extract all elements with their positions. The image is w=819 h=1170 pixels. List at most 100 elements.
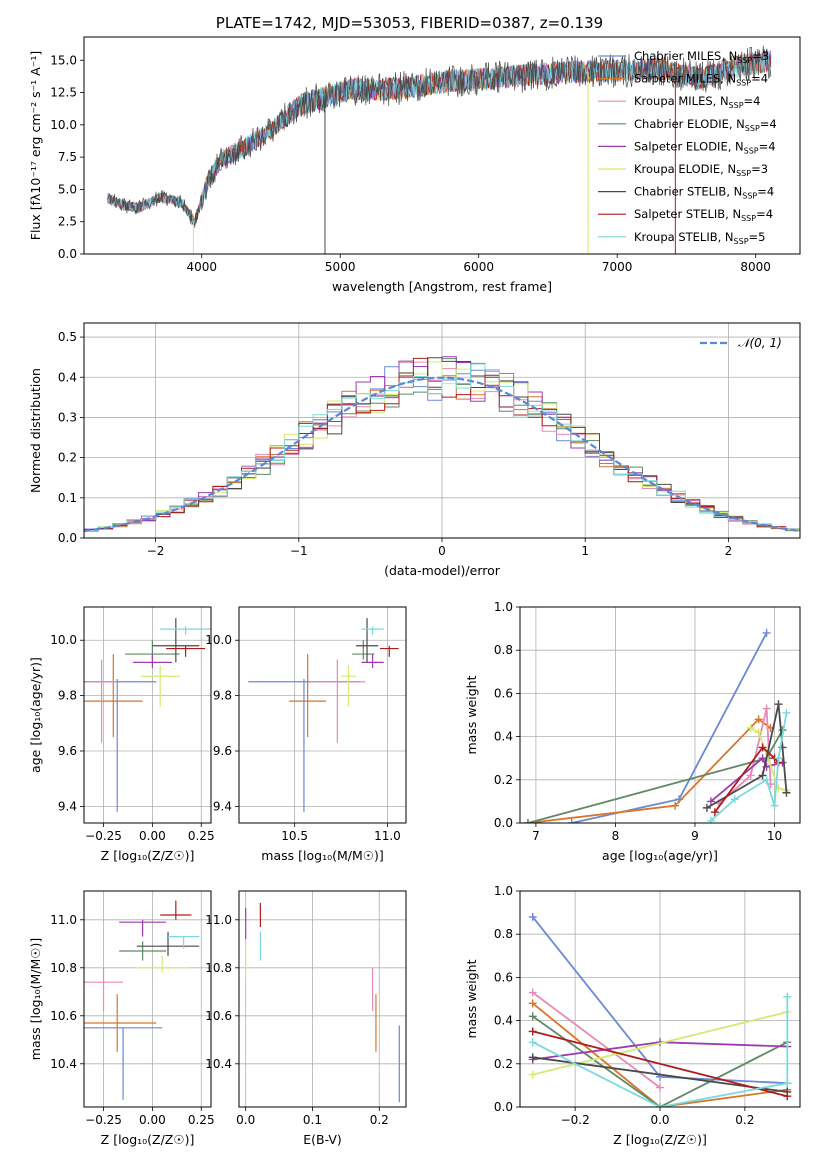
x-axis-label: Z [log₁₀(Z/Z☉)] bbox=[101, 1132, 195, 1147]
errorbar-kroupa-stelib bbox=[160, 626, 211, 635]
y-tick-label: 10.8 bbox=[50, 961, 77, 975]
marker bbox=[671, 801, 680, 810]
errorbar-salpeter-elodie bbox=[132, 654, 172, 668]
legend-label-text: Chabrier STELIB, N bbox=[634, 185, 742, 199]
marker bbox=[774, 754, 783, 763]
errorbar-chabrier-stelib bbox=[152, 618, 200, 663]
y-tick-label: 0.2 bbox=[494, 773, 513, 787]
x-tick-label: 10.5 bbox=[281, 829, 308, 843]
legend-label-tail: =4 bbox=[756, 207, 773, 221]
y-tick-label: 1.0 bbox=[494, 884, 513, 898]
y-tick-label: 9.4 bbox=[213, 799, 232, 813]
y-tick-label: 0.4 bbox=[494, 1014, 513, 1028]
x-tick-label: 5000 bbox=[325, 260, 356, 274]
legend-label-text: Chabrier ELODIE, N bbox=[634, 117, 745, 131]
series-line bbox=[527, 729, 784, 823]
series-kroupa-miles bbox=[528, 988, 664, 1092]
y-tick-label: 0.2 bbox=[58, 451, 77, 465]
marker bbox=[746, 723, 755, 732]
errorbar-chabrier-stelib bbox=[136, 931, 200, 956]
legend-label-sub: SSP bbox=[737, 56, 752, 65]
panel-age-vs-mass: 10.5 11.0 9.4 9.6 9.8 10.0 mass [log₁₀(M/M☉)] bbox=[205, 606, 407, 863]
axes-frame bbox=[83, 322, 801, 539]
marker bbox=[762, 628, 771, 637]
x-tick-label: 0.0 bbox=[236, 1113, 255, 1127]
series-line bbox=[527, 718, 772, 823]
x-tick-label: 0 bbox=[438, 544, 446, 558]
y-axis-label: Normed distribution bbox=[28, 368, 43, 493]
legend-label-text: Salpeter MILES, N bbox=[634, 72, 736, 86]
panel-mass-weight-vs-Z: −0.2 0.0 0.2 0.0 0.2 0.4 0.6 0.8 1.0 Z [log₁₀(Z/Z… bbox=[464, 884, 801, 1147]
errorbar-salpeter-stelib bbox=[160, 900, 192, 920]
legend-label-sub: SSP bbox=[734, 237, 749, 246]
y-tick-label: 10.6 bbox=[50, 1009, 77, 1023]
errorbar-kroupa-elodie bbox=[140, 665, 180, 707]
y-tick-label: 0.0 bbox=[494, 1100, 513, 1114]
errorbar-chabrier-elodie bbox=[119, 941, 167, 961]
legend-item: Kroupa MILES, NSSP=4 bbox=[598, 94, 760, 110]
y-tick-label: 10.4 bbox=[50, 1057, 77, 1071]
legend-item: Chabrier ELODIE, NSSP=4 bbox=[598, 117, 777, 133]
errorbar-kroupa-miles bbox=[309, 659, 366, 743]
errorbar-kroupa-miles bbox=[84, 967, 124, 1011]
legend-label-tail: =3 bbox=[752, 49, 769, 63]
plot-area bbox=[84, 900, 200, 1100]
y-tick-label: 11.0 bbox=[205, 913, 232, 927]
legend-label: Kroupa MILES, NSSP=4 bbox=[634, 94, 760, 110]
plot-area bbox=[107, 45, 772, 254]
plot-area bbox=[84, 356, 800, 534]
x-tick-label: 8000 bbox=[740, 260, 771, 274]
marker bbox=[706, 816, 715, 823]
series-chabrier-miles bbox=[567, 628, 771, 823]
x-axis-label: Z [log₁₀(Z/Z☉)] bbox=[101, 848, 195, 863]
marker bbox=[656, 1083, 664, 1092]
x-tick-label: −2 bbox=[147, 544, 165, 558]
axes-frame bbox=[238, 890, 407, 1108]
legend-label-tail: =4 bbox=[744, 94, 761, 108]
axes-frame bbox=[83, 606, 212, 824]
legend-label-text: Salpeter STELIB, N bbox=[634, 207, 741, 221]
errorbar-chabrier-elodie bbox=[352, 640, 375, 660]
y-tick-label: 0.4 bbox=[58, 370, 77, 384]
x-tick-label: −0.25 bbox=[85, 1113, 122, 1127]
marker bbox=[762, 704, 771, 713]
y-axis-label: age [log₁₀(age/yr)] bbox=[28, 657, 43, 773]
x-tick-label: 6000 bbox=[463, 260, 494, 274]
legend-label-tail: =4 bbox=[757, 185, 774, 199]
marker bbox=[528, 1027, 537, 1036]
series-line bbox=[710, 712, 788, 822]
legend-label-text: Salpeter ELODIE, N bbox=[634, 139, 744, 153]
x-axis-label: wavelength [Angstrom, rest frame] bbox=[332, 279, 552, 294]
spectrum-line bbox=[107, 45, 772, 228]
legend-item: Salpeter STELIB, NSSP=4 bbox=[598, 207, 773, 223]
errorbar-salpeter-elodie bbox=[361, 654, 384, 668]
legend-item: Chabrier STELIB, NSSP=4 bbox=[598, 185, 774, 201]
axes-frame bbox=[519, 606, 801, 824]
legend-item: Salpeter ELODIE, NSSP=4 bbox=[598, 139, 776, 155]
marker bbox=[528, 988, 537, 997]
legend-label-text: Chabrier MILES, N bbox=[634, 49, 737, 63]
x-axis-label: E(B-V) bbox=[303, 1132, 342, 1147]
legend-label-tail: =4 bbox=[760, 117, 777, 131]
y-tick-label: 0.5 bbox=[58, 330, 77, 344]
legend-label: Kroupa STELIB, NSSP=5 bbox=[634, 230, 765, 246]
x-tick-label: 0.2 bbox=[370, 1113, 389, 1127]
y-tick-label: 0.8 bbox=[494, 643, 513, 657]
plot-area bbox=[523, 628, 791, 823]
x-tick-label: 4000 bbox=[186, 260, 217, 274]
marker bbox=[782, 788, 791, 797]
y-tick-label: 0.8 bbox=[494, 927, 513, 941]
x-tick-label: 0.00 bbox=[139, 1113, 166, 1127]
series-chabrier-stelib bbox=[702, 700, 791, 812]
spectrum-line bbox=[107, 53, 772, 224]
y-tick-label: 0.2 bbox=[494, 1057, 513, 1071]
y-tick-label: 9.6 bbox=[213, 744, 232, 758]
series-kroupa-stelib bbox=[706, 708, 791, 823]
legend-label-tail: =5 bbox=[749, 230, 766, 244]
legend-label: Chabrier MILES, NSSP=3 bbox=[634, 49, 769, 65]
y-tick-label: 10.8 bbox=[205, 961, 232, 975]
panel-spectrum: 4000 5000 6000 7000 8000 0.0 2.5 5.0 7.5 10.0 12.5… bbox=[28, 36, 801, 294]
errorbar-kroupa-elodie bbox=[341, 665, 356, 707]
errorbar-salpeter-stelib bbox=[166, 645, 206, 657]
